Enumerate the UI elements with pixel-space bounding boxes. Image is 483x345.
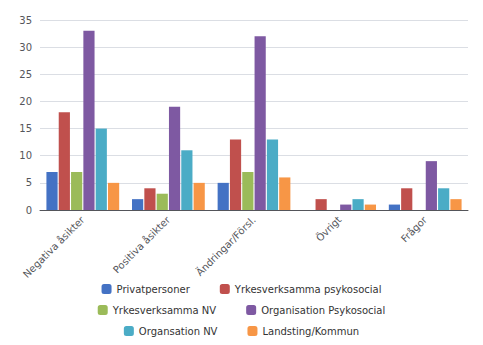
svg-text:25: 25 xyxy=(19,69,32,80)
svg-text:0: 0 xyxy=(26,205,32,216)
svg-text:10: 10 xyxy=(19,150,32,161)
svg-text:Landsting/Kommun: Landsting/Kommun xyxy=(262,326,359,337)
svg-text:Övrigt: Övrigt xyxy=(313,213,343,243)
svg-text:5: 5 xyxy=(26,177,32,188)
svg-text:Negativa åsikter: Negativa åsikter xyxy=(20,213,87,280)
svg-text:Privatpersoner: Privatpersoner xyxy=(117,284,191,295)
svg-text:Organisation Psykosocial: Organisation Psykosocial xyxy=(261,305,385,316)
svg-text:Frågor: Frågor xyxy=(398,213,430,245)
svg-text:35: 35 xyxy=(19,15,32,26)
svg-text:Positiva åsikter: Positiva åsikter xyxy=(110,213,173,276)
svg-text:Yrkesverksamma NV: Yrkesverksamma NV xyxy=(112,305,217,316)
svg-text:15: 15 xyxy=(19,123,32,134)
svg-text:Organsation NV: Organsation NV xyxy=(139,326,218,337)
svg-text:20: 20 xyxy=(19,96,32,107)
svg-text:Yrkesverksamma psykosocial: Yrkesverksamma psykosocial xyxy=(234,284,382,295)
svg-text:Ändringar/Försl.: Ändringar/Försl. xyxy=(193,213,258,278)
svg-text:30: 30 xyxy=(19,42,32,53)
